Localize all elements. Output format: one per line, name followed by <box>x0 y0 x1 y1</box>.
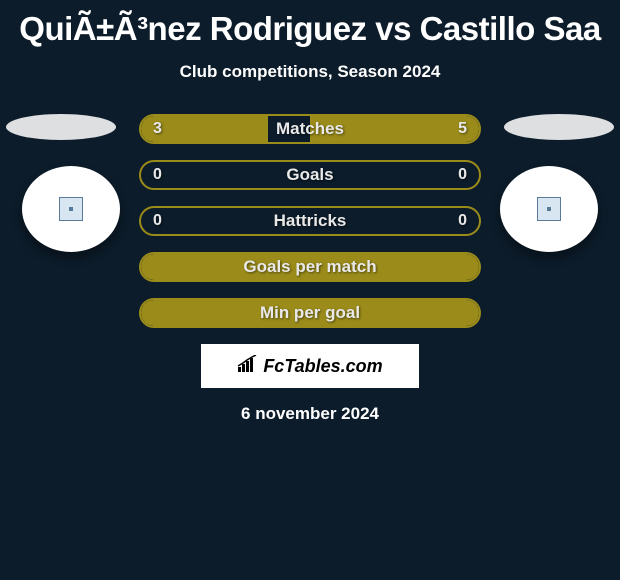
stat-bars: 35Matches 00Goals 00Hattricks Goals per mat… <box>139 114 481 328</box>
stat-bar: 00Hattricks <box>139 206 481 236</box>
brand-label: FcTables.com <box>237 355 382 378</box>
club-badge-right <box>504 114 614 140</box>
stat-label: Goals per match <box>141 257 479 277</box>
placeholder-icon <box>59 197 83 221</box>
date-label: 6 november 2024 <box>0 404 620 424</box>
stat-label: Goals <box>141 165 479 185</box>
placeholder-icon <box>537 197 561 221</box>
stat-label: Min per goal <box>141 303 479 323</box>
chart-icon <box>237 355 259 378</box>
stat-label: Hattricks <box>141 211 479 231</box>
stat-bar: Goals per match <box>139 252 481 282</box>
player-photo-left <box>22 166 120 252</box>
stat-label: Matches <box>141 119 479 139</box>
comparison-content: 35Matches 00Goals 00Hattricks Goals per mat… <box>0 114 620 424</box>
club-badge-left <box>6 114 116 140</box>
page-title: QuiÃ±Ã³nez Rodriguez vs Castillo Saa <box>0 0 620 48</box>
stat-bar: 00Goals <box>139 160 481 190</box>
stat-bar: Min per goal <box>139 298 481 328</box>
subtitle: Club competitions, Season 2024 <box>0 62 620 82</box>
stat-bar: 35Matches <box>139 114 481 144</box>
player-photo-right <box>500 166 598 252</box>
brand-banner: FcTables.com <box>201 344 419 388</box>
brand-text: FcTables.com <box>263 356 382 377</box>
